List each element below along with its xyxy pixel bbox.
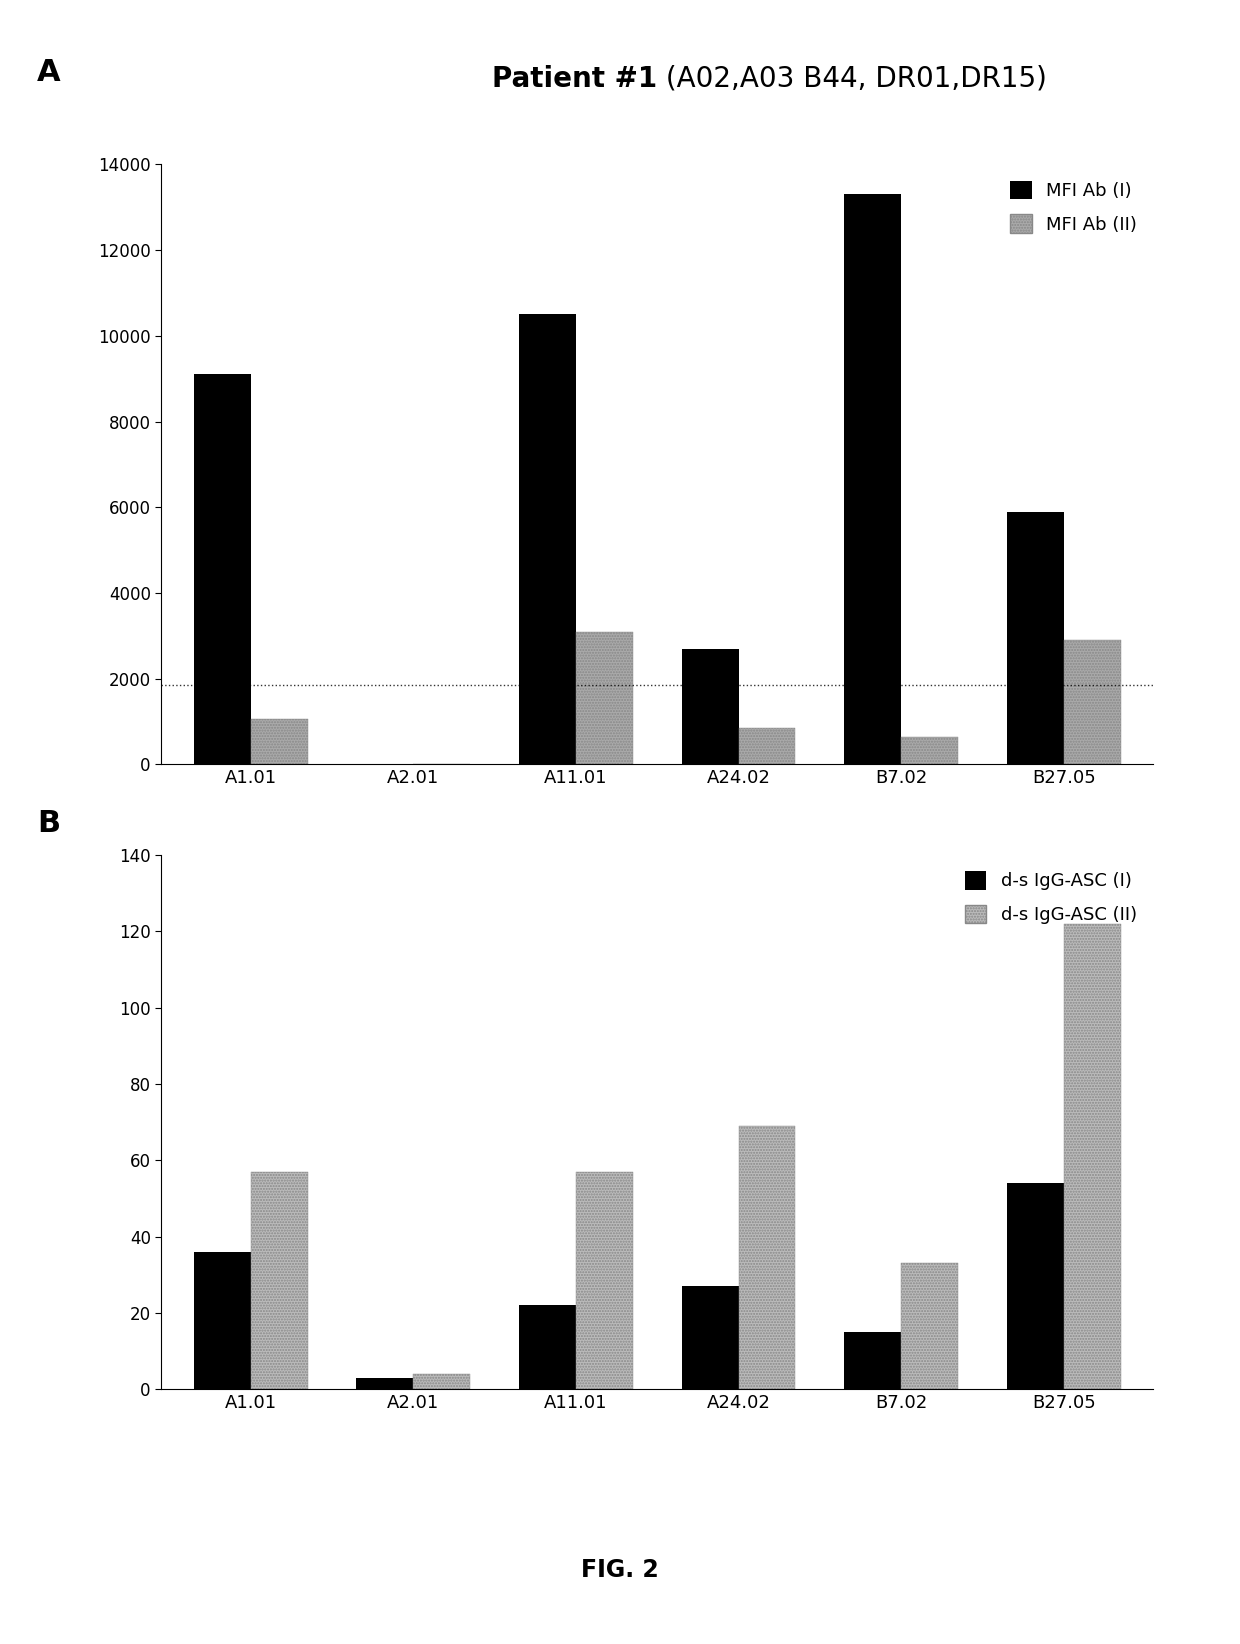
Bar	[193, 1251, 250, 1389]
Bar	[844, 194, 901, 764]
Bar	[1064, 924, 1121, 1389]
Bar	[844, 1332, 901, 1389]
Bar	[1007, 511, 1064, 764]
Text: (A02,A03 B44, DR01,DR15): (A02,A03 B44, DR01,DR15)	[657, 64, 1047, 94]
Bar	[682, 649, 739, 764]
Bar	[250, 1172, 308, 1389]
Legend: MFI Ab (I), MFI Ab (II): MFI Ab (I), MFI Ab (II)	[1003, 173, 1145, 242]
Bar	[575, 631, 632, 764]
Bar	[250, 720, 308, 764]
Bar	[739, 728, 795, 764]
Bar	[901, 737, 959, 764]
Bar	[1007, 1184, 1064, 1389]
Legend: d-s IgG-ASC (I), d-s IgG-ASC (II): d-s IgG-ASC (I), d-s IgG-ASC (II)	[957, 863, 1145, 932]
Bar	[356, 1378, 413, 1389]
Bar	[520, 314, 575, 764]
Bar	[1064, 640, 1121, 764]
Text: FIG. 2: FIG. 2	[582, 1557, 658, 1582]
Text: B: B	[37, 809, 61, 838]
Bar	[682, 1286, 739, 1389]
Bar	[413, 1374, 470, 1389]
Text: Patient #1: Patient #1	[492, 64, 657, 94]
Bar	[901, 1263, 959, 1389]
Text: A: A	[37, 58, 61, 87]
Bar	[193, 375, 250, 764]
Bar	[575, 1172, 632, 1389]
Bar	[739, 1126, 795, 1389]
Bar	[520, 1305, 575, 1389]
